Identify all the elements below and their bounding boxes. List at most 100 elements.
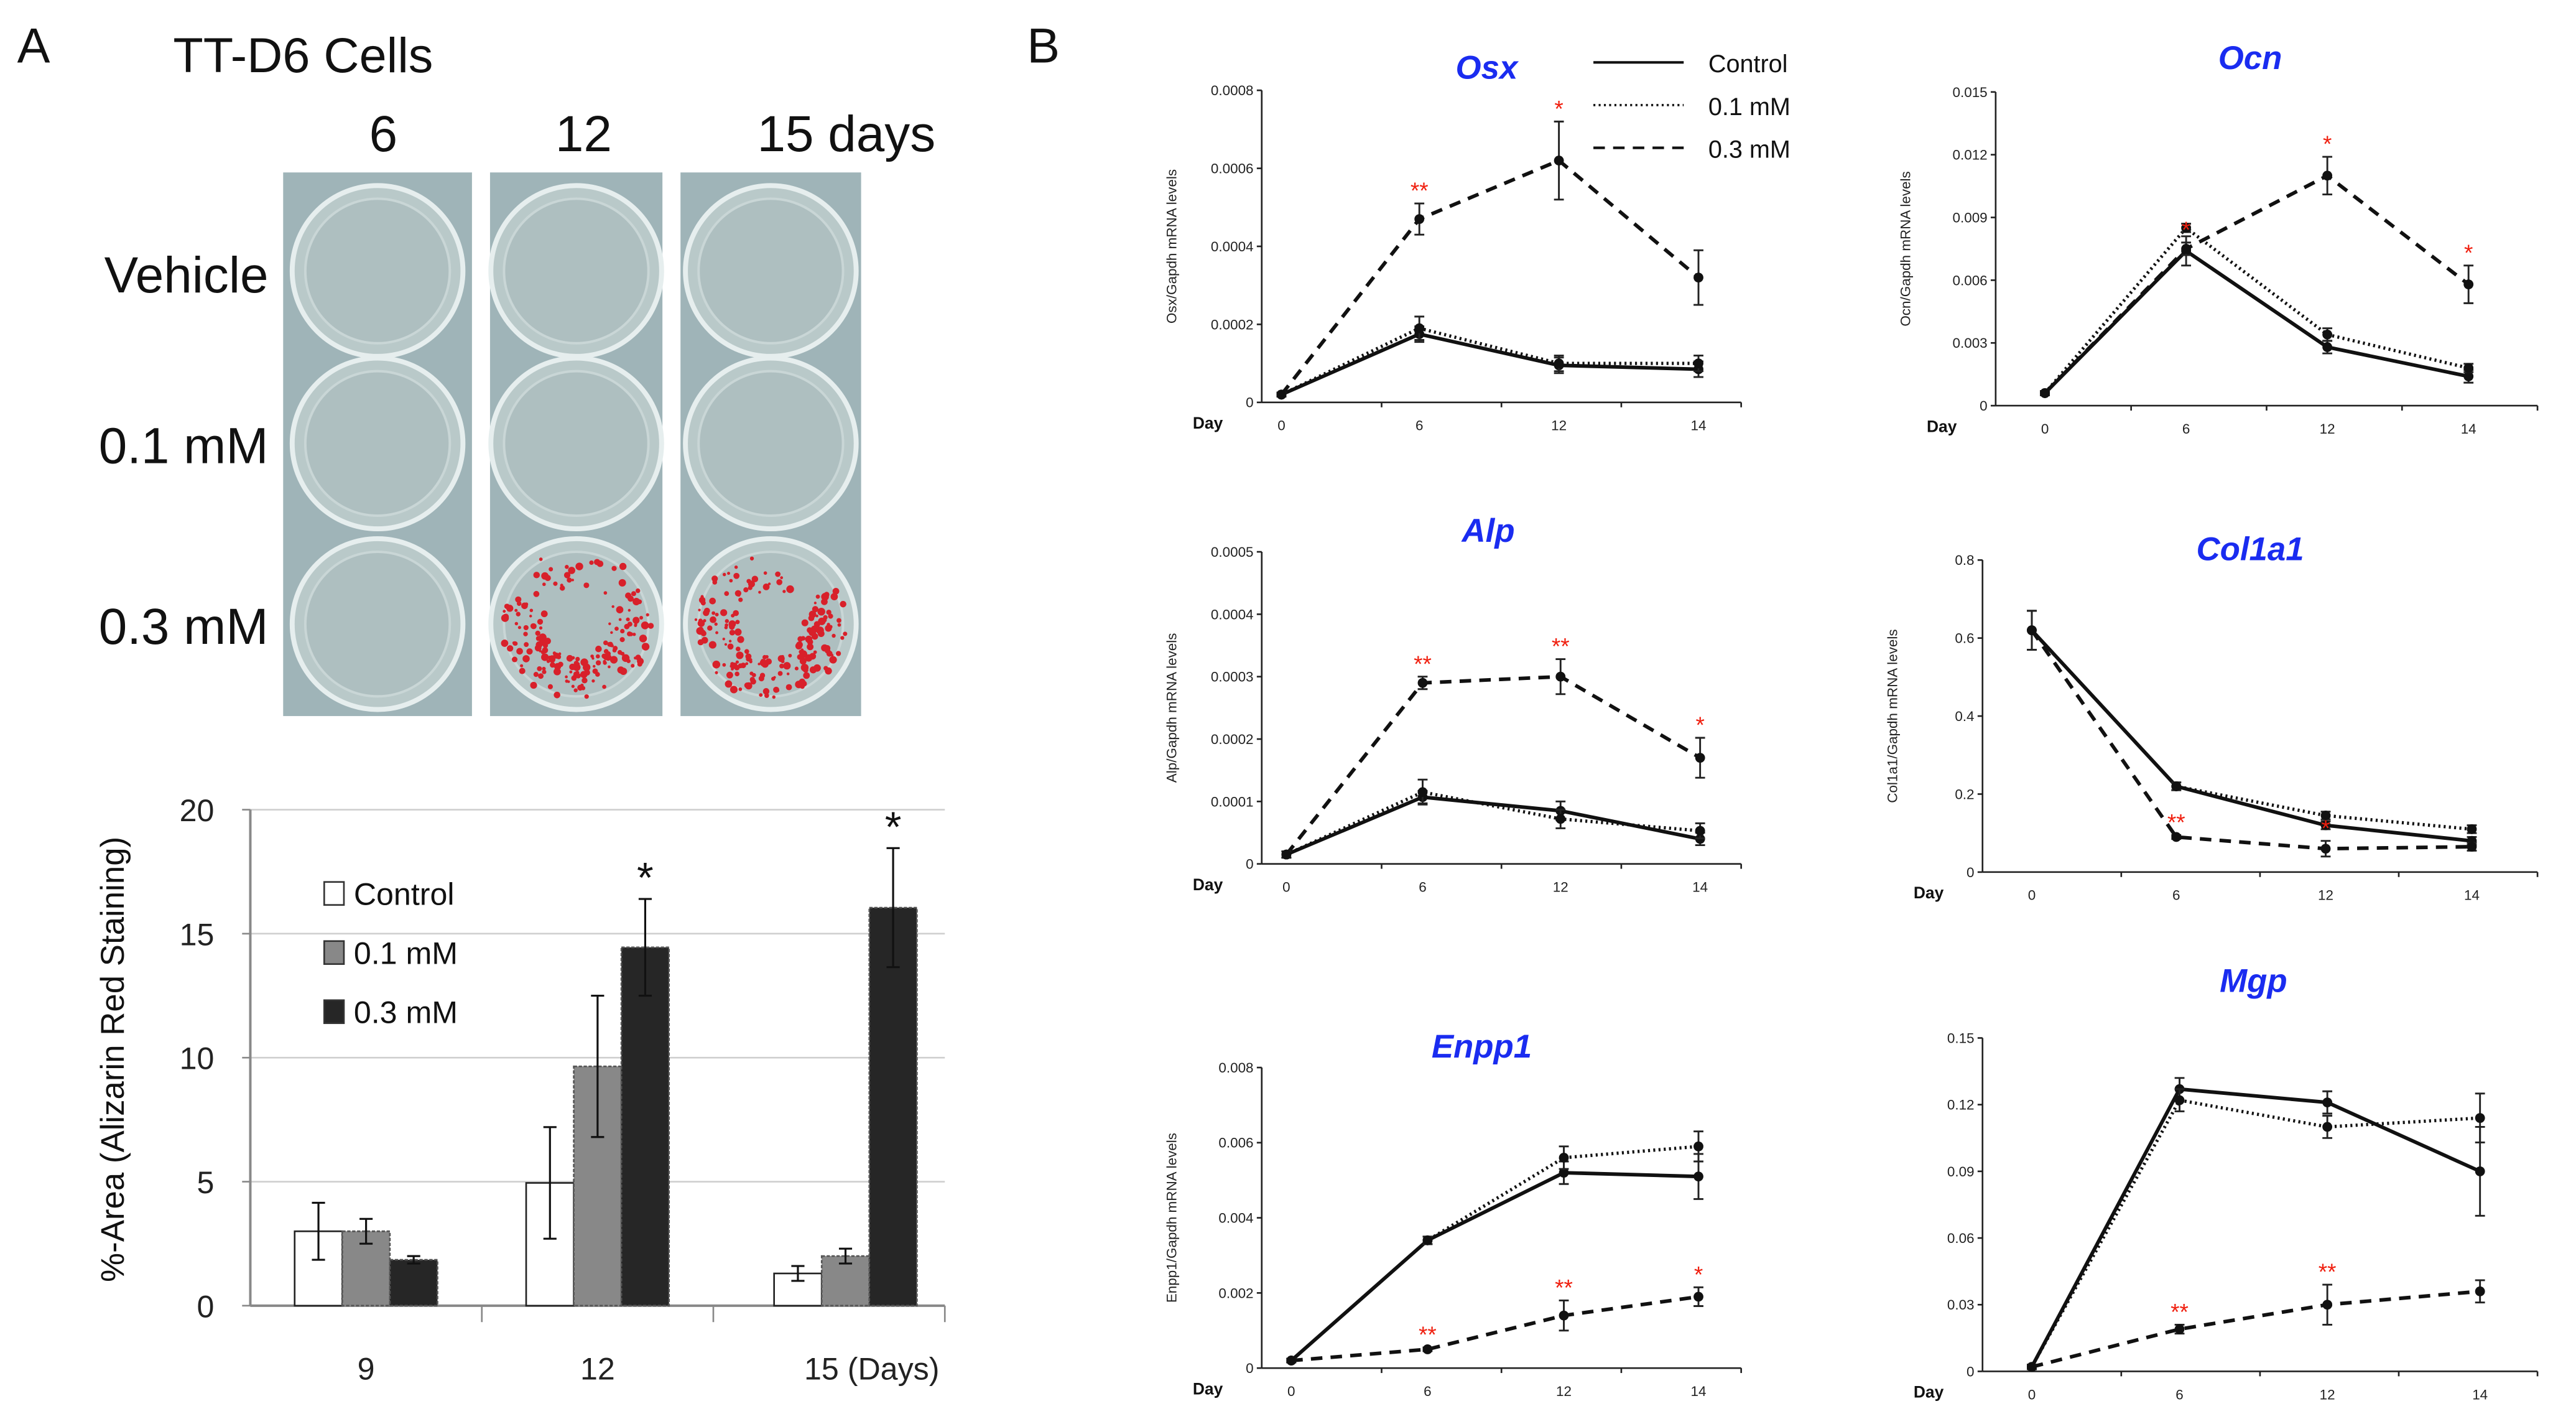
x-tick-label: 12	[580, 1352, 615, 1387]
stain-dot	[559, 585, 565, 591]
series-line-control	[2044, 248, 2469, 394]
stain-dot	[580, 671, 588, 679]
stain-dot	[553, 652, 560, 659]
error-bar	[359, 1217, 373, 1245]
legend-label: Control	[354, 877, 455, 912]
stain-dot	[553, 581, 558, 586]
stain-dot	[788, 653, 792, 658]
stain-dot	[817, 607, 825, 616]
y-tick-label: 0.4	[1955, 709, 1974, 724]
stain-dot	[800, 681, 804, 684]
stain-dot	[602, 684, 606, 689]
significance-star: *	[1554, 96, 1563, 121]
well-inner	[503, 370, 650, 517]
stain-dot	[513, 641, 518, 646]
data-point-0-3-mm	[2467, 842, 2477, 852]
stain-dot	[744, 649, 749, 654]
stain-dot	[627, 631, 632, 636]
stain-dot	[563, 572, 571, 579]
chart-title: Osx	[1456, 50, 1519, 86]
stain-dot	[538, 673, 544, 679]
stain-dot	[762, 584, 770, 590]
y-tick-label: 10	[180, 1041, 215, 1076]
stain-dot	[727, 572, 730, 575]
stain-dot	[595, 672, 600, 677]
x-axis-label: Day	[1193, 1379, 1223, 1398]
stain-dot	[726, 671, 733, 679]
stain-dot	[646, 613, 649, 616]
x-axis-label: Day	[1927, 417, 1957, 435]
y-tick-label: 0.006	[1218, 1135, 1253, 1151]
x-axis-label: Day	[1193, 414, 1223, 432]
stain-dot	[619, 562, 627, 570]
y-tick-label: 0	[1246, 1361, 1253, 1376]
legend-label: 0.1 mM	[1708, 93, 1791, 121]
stain-dot	[565, 565, 569, 569]
stain-dot	[764, 693, 769, 698]
legend-swatch	[323, 940, 345, 965]
stain-dot	[611, 605, 614, 608]
stain-dot	[540, 649, 545, 654]
stain-dot	[550, 655, 555, 660]
stain-dot	[837, 623, 841, 627]
panel-b-letter: B	[1027, 17, 1060, 73]
stain-dot	[616, 606, 624, 613]
stain-dot	[782, 590, 786, 593]
stain-dot	[813, 664, 821, 672]
y-tick-label: 0.0003	[1211, 669, 1254, 685]
y-tick-label: 0	[1967, 865, 1974, 880]
stain-dot	[751, 575, 759, 583]
y-tick-label: 0.004	[1218, 1211, 1253, 1226]
stain-dot	[776, 689, 780, 692]
x-tick-label: 14	[1692, 880, 1708, 895]
data-point-0-3-mm	[2322, 170, 2333, 181]
y-tick-label: 0.0002	[1211, 317, 1254, 332]
chart-title: Enpp1	[1432, 1028, 1532, 1065]
x-axis-label: Day	[1914, 1383, 1944, 1402]
x-tick-label: 12	[1551, 418, 1567, 434]
x-tick-label: 6	[2172, 888, 2180, 903]
y-tick-label: 0.0001	[1211, 794, 1254, 809]
stain-dot	[749, 677, 755, 682]
series-line-0-1-mm	[1290, 1145, 1699, 1362]
stain-dot	[511, 656, 518, 663]
chart-title: Col1a1	[2196, 531, 2304, 567]
chart-title: Alp	[1461, 513, 1515, 549]
well-plate-photo	[283, 172, 861, 717]
y-tick-label: 0.09	[1947, 1164, 1975, 1179]
significance-star: *	[885, 803, 902, 851]
stain-dot	[535, 630, 540, 636]
data-point-control	[2322, 342, 2333, 352]
stain-dot	[542, 638, 546, 641]
stain-dot	[830, 653, 834, 657]
y-tick-label: 20	[180, 793, 215, 828]
stain-dot	[637, 658, 644, 665]
stain-dot	[776, 579, 783, 585]
legend-label: 0.3 mM	[354, 995, 458, 1030]
stain-dot	[539, 557, 543, 561]
series-line-0-1-mm	[2031, 629, 2472, 831]
chart-title: Mgp	[2220, 963, 2287, 1000]
series-line-0-3-mm	[1291, 1295, 1699, 1362]
y-tick-label: 0.2	[1955, 786, 1974, 802]
stain-dot	[815, 594, 820, 599]
stain-dot	[504, 603, 510, 610]
stain-dot	[698, 597, 706, 603]
stain-dot	[619, 637, 625, 643]
stain-dot	[827, 623, 830, 626]
stain-dot	[533, 672, 539, 677]
significance-star: *	[2182, 217, 2190, 243]
stain-dot	[591, 679, 595, 683]
data-point-0-1-mm	[1414, 323, 1425, 333]
column-label-6: 6	[369, 106, 398, 162]
stain-dot	[843, 631, 848, 636]
stain-dot	[694, 618, 698, 621]
data-point-0-1-mm	[2475, 1113, 2485, 1124]
stain-dot	[567, 577, 572, 583]
stain-dot	[617, 666, 624, 674]
y-tick-label: 0.012	[1953, 147, 1988, 163]
x-axis-label: Day	[1914, 883, 1944, 902]
stain-dot	[722, 637, 725, 641]
stain-dot	[746, 579, 751, 584]
